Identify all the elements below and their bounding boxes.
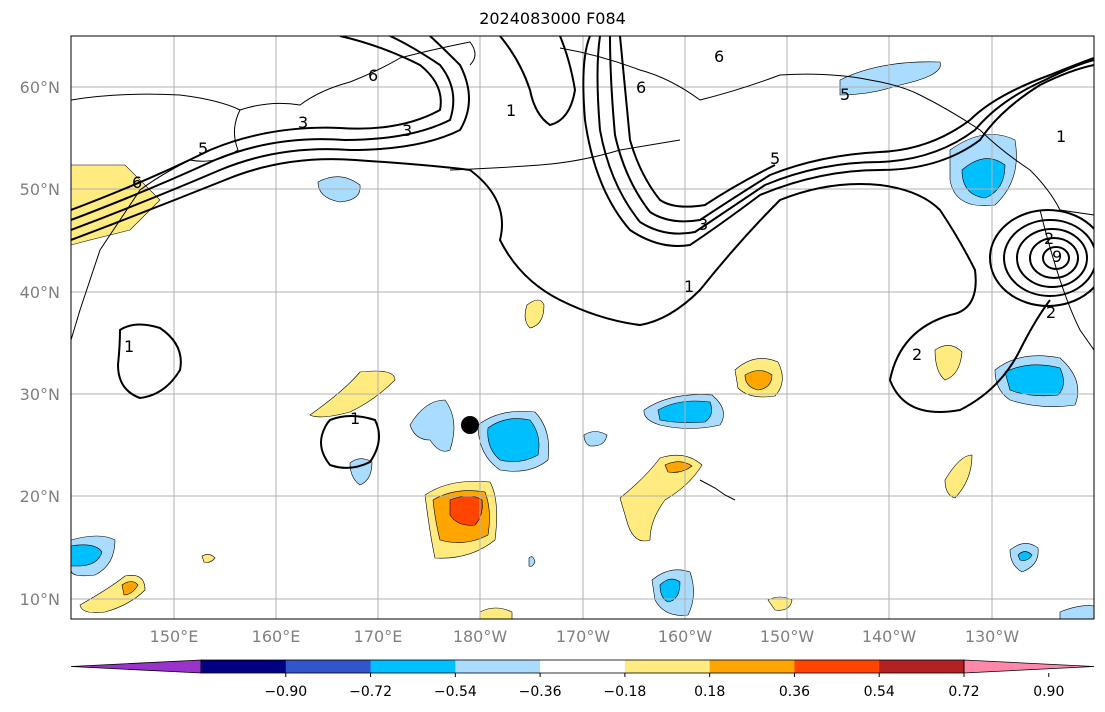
kamchatka-coastline bbox=[239, 41, 476, 111]
contour-label: 1 bbox=[684, 277, 694, 296]
negative-anomaly-core bbox=[487, 418, 540, 462]
colorbar-segment bbox=[794, 660, 880, 673]
lat-label: 40°N bbox=[20, 283, 60, 302]
contour-label: 2 bbox=[1044, 229, 1054, 248]
colorbar-tick-label: 0.18 bbox=[694, 684, 725, 700]
lon-label: 150°E bbox=[150, 627, 199, 646]
negative-anomaly-region bbox=[1059, 605, 1094, 619]
colorbar-border bbox=[200, 659, 965, 674]
positive-anomaly-core bbox=[121, 581, 139, 596]
negative-anomaly-core bbox=[71, 544, 103, 567]
contour-label: 3 bbox=[698, 215, 708, 234]
contour-label: 2 bbox=[912, 345, 922, 364]
contour-label: 3 bbox=[402, 121, 412, 140]
colorbar-segment bbox=[285, 660, 372, 673]
lat-label: 50°N bbox=[20, 180, 60, 199]
longitude-labels: 150°E 160°E 170°E 180°W 170°W 160°W 150°… bbox=[150, 627, 1020, 646]
positive-anomaly-region bbox=[479, 607, 513, 619]
colorbar-tick-label: −0.36 bbox=[519, 684, 562, 700]
negative-anomaly-region bbox=[528, 556, 536, 567]
positive-anomaly-region bbox=[944, 454, 973, 499]
positive-anomaly-core bbox=[744, 370, 773, 391]
latitude-labels: 60°N 50°N 40°N 30°N 20°N 10°N bbox=[20, 78, 60, 609]
colorbar-tick-label: 0.36 bbox=[779, 684, 810, 700]
lat-label: 30°N bbox=[20, 385, 60, 404]
positive-anomaly-region bbox=[71, 164, 161, 246]
lon-label: 180°W bbox=[453, 627, 508, 646]
colorbar-tick-label: −0.54 bbox=[434, 684, 477, 700]
contour-label: 1 bbox=[124, 337, 134, 356]
negative-anomaly-core bbox=[659, 578, 681, 603]
map-title: 2024083000 F084 bbox=[479, 9, 626, 28]
contour-label: 2 bbox=[1046, 303, 1056, 322]
colorbar-tick-label: 0.72 bbox=[948, 684, 979, 700]
contour-label: 9 bbox=[1052, 247, 1062, 266]
colorbar-segment bbox=[540, 660, 626, 673]
location-marker bbox=[461, 416, 479, 434]
colorbar-segment bbox=[879, 660, 965, 673]
lon-label: 140°W bbox=[862, 627, 917, 646]
hawaii-islands bbox=[699, 479, 736, 501]
gridlines bbox=[71, 36, 1094, 619]
contour-label: 1 bbox=[350, 409, 360, 428]
colorbar-min-extension bbox=[70, 659, 202, 674]
colorbar-segment bbox=[455, 660, 541, 673]
negative-anomaly-region bbox=[349, 458, 373, 486]
colorbar-max-extension bbox=[963, 659, 1095, 674]
colorbar-tick-label: 0.90 bbox=[1033, 684, 1064, 700]
lon-label: 160°E bbox=[252, 627, 301, 646]
colorbar-tick-label: −0.72 bbox=[349, 684, 392, 700]
lat-label: 10°N bbox=[20, 590, 60, 609]
negative-anomaly-core bbox=[1017, 551, 1033, 561]
alaska-coastline bbox=[559, 47, 1094, 216]
negative-anomaly-region bbox=[583, 431, 608, 447]
lon-label: 150°W bbox=[760, 627, 815, 646]
contour-lines bbox=[71, 36, 1094, 469]
lon-label: 130°W bbox=[965, 627, 1020, 646]
lat-label: 20°N bbox=[20, 487, 60, 506]
positive-anomaly-region bbox=[524, 299, 545, 329]
aleutian-islands bbox=[449, 139, 681, 171]
contour-label: 5 bbox=[770, 149, 780, 168]
colorbar-segment bbox=[370, 660, 456, 673]
coastlines bbox=[71, 41, 1094, 501]
lon-label: 170°E bbox=[354, 627, 403, 646]
contour-label: 6 bbox=[714, 47, 724, 66]
colorbar-segment bbox=[201, 660, 287, 673]
contour-label-group: 6 6 6 5 5 5 3 3 3 1 1 1 1 1 2 2 2 9 6 bbox=[124, 47, 1066, 428]
contour-label: 5 bbox=[198, 139, 208, 158]
contour-label: 1 bbox=[1056, 127, 1066, 146]
colorbar-segment bbox=[709, 660, 795, 673]
lon-label: 170°W bbox=[556, 627, 611, 646]
negative-anomaly-core bbox=[1004, 364, 1064, 397]
colorbar-tick-label: −0.18 bbox=[603, 684, 646, 700]
negative-anomaly-region bbox=[409, 399, 455, 452]
map-frame bbox=[70, 35, 1095, 620]
lon-label: 160°W bbox=[658, 627, 713, 646]
north-america-coastline bbox=[1039, 209, 1094, 351]
colorbar-segment bbox=[624, 660, 711, 673]
lat-label: 60°N bbox=[20, 78, 60, 97]
contour-label: 6 bbox=[368, 66, 378, 85]
colorbar: −0.90 −0.72 −0.54 −0.36 −0.18 0.18 0.36 0.54 0.7… bbox=[70, 659, 1095, 700]
colorbar-tick-label: −0.90 bbox=[264, 684, 307, 700]
contour-label: 6 bbox=[132, 173, 142, 192]
positive-anomaly-region bbox=[934, 345, 963, 381]
colorbar-tick-label: 0.54 bbox=[864, 684, 895, 700]
contour-label: 3 bbox=[298, 113, 308, 132]
contour-label: 6 bbox=[636, 78, 646, 97]
contour-label: 5 bbox=[840, 85, 850, 104]
positive-anomaly-region bbox=[767, 596, 793, 611]
positive-anomaly-region bbox=[619, 454, 703, 542]
positive-anomaly-region bbox=[201, 554, 216, 563]
contour-label: 1 bbox=[506, 101, 516, 120]
